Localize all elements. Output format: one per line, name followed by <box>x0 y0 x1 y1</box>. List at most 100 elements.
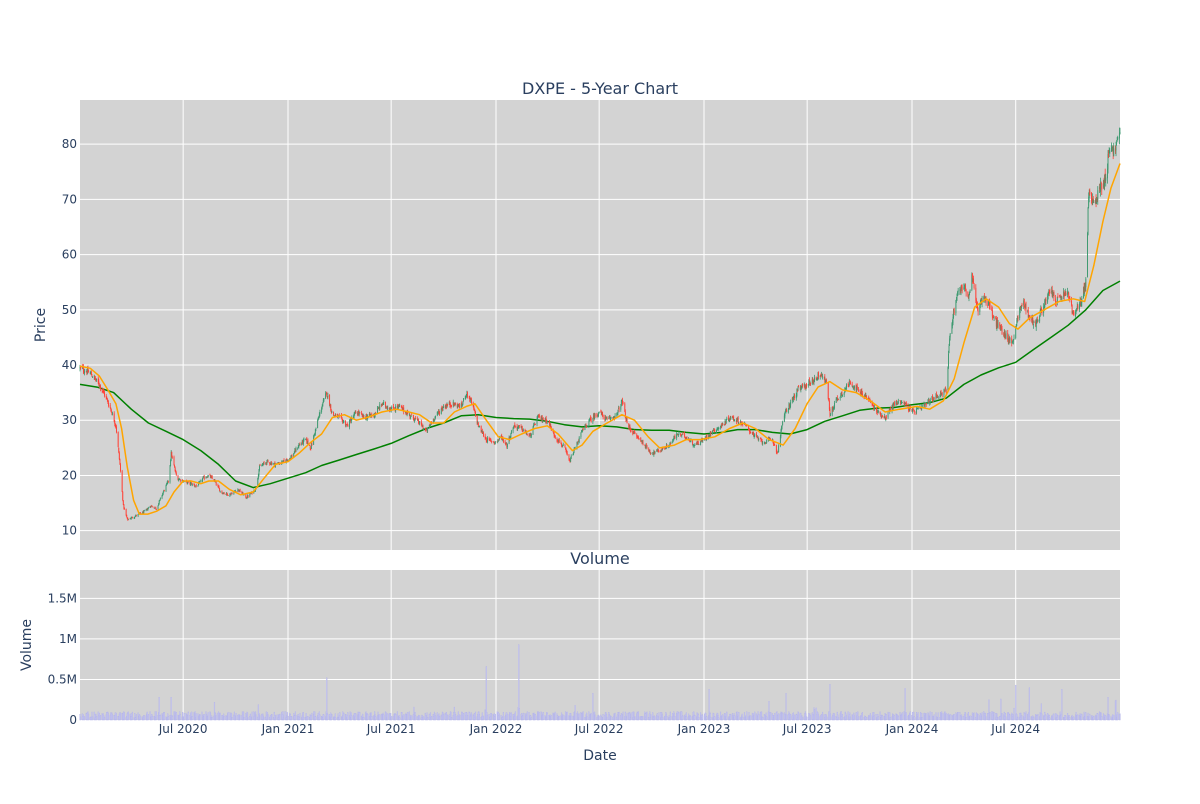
candle-body <box>421 423 423 428</box>
candle-body <box>97 378 99 383</box>
candle-body <box>877 411 879 413</box>
volume-bar <box>415 715 417 721</box>
candle-body <box>989 304 991 309</box>
volume-bar <box>462 713 465 721</box>
volume-bar <box>738 712 740 721</box>
candle-body <box>729 418 731 421</box>
candle-body <box>570 458 572 462</box>
candle-body <box>465 394 467 396</box>
volume-bar <box>730 714 732 721</box>
volume-bar <box>873 715 875 721</box>
candle-body <box>883 416 885 419</box>
candle-body <box>412 414 414 419</box>
candle-body <box>158 503 160 506</box>
volume-bar <box>246 712 249 721</box>
candle-body <box>459 405 460 408</box>
volume-bar <box>1083 711 1085 721</box>
candle-body <box>342 419 344 423</box>
candle-body <box>1024 303 1026 308</box>
candle-body <box>510 430 512 434</box>
candle-body <box>933 398 935 402</box>
candle-body <box>105 395 107 398</box>
volume-bar <box>977 714 979 721</box>
candle-body <box>227 495 229 496</box>
candle-body <box>763 442 765 443</box>
volume-bar <box>95 716 98 721</box>
volume-bar <box>194 711 196 721</box>
candle-body <box>119 459 121 465</box>
volume-bars-layer <box>79 644 1121 721</box>
candle-body <box>363 414 365 418</box>
candle-body <box>170 460 172 466</box>
candle-body <box>470 397 472 400</box>
candle-body <box>305 438 307 440</box>
candle-body <box>506 443 508 447</box>
candle-body <box>202 478 203 481</box>
candle-body <box>386 407 388 409</box>
volume-bar <box>967 712 969 721</box>
candle-body <box>145 509 147 511</box>
candle-body <box>814 377 815 381</box>
candle-body <box>576 442 578 449</box>
candle-body <box>581 430 583 432</box>
candle-body <box>868 398 870 400</box>
candle-body <box>225 494 227 495</box>
candle-body <box>1100 181 1102 183</box>
candle-body <box>357 412 359 415</box>
candle-body <box>509 437 511 439</box>
volume-bar <box>578 713 580 721</box>
candle-body <box>226 492 227 495</box>
candle-body <box>135 515 137 516</box>
volume-bar <box>423 716 425 721</box>
candle-body <box>566 452 568 455</box>
candle-body <box>210 476 212 479</box>
candle-body <box>317 420 319 429</box>
candle-body <box>354 412 356 413</box>
candle-body <box>941 393 943 395</box>
candle-body <box>842 394 843 396</box>
candle-body <box>612 417 614 419</box>
candle-body <box>676 433 678 439</box>
candle-body <box>129 518 131 520</box>
candle-body <box>302 440 304 444</box>
candle-body <box>953 308 955 314</box>
candle-body <box>973 284 975 288</box>
candle-body <box>481 430 483 432</box>
volume-bar <box>582 711 584 721</box>
candle-body <box>1071 300 1073 306</box>
volume-bar <box>147 714 149 721</box>
candle-body <box>580 432 582 437</box>
candle-body <box>492 441 494 443</box>
volume-bar <box>211 717 213 721</box>
candle-body <box>1040 307 1042 311</box>
candle-body <box>927 399 929 404</box>
candle-body <box>971 274 973 290</box>
candle-body <box>740 420 741 424</box>
candle-body <box>299 444 301 445</box>
candle-body <box>952 321 953 326</box>
candle-body <box>621 400 623 402</box>
candle-body <box>450 405 452 407</box>
candle-body <box>1112 147 1114 148</box>
volume-bar <box>443 713 445 721</box>
candle-body <box>461 403 463 406</box>
candle-body <box>179 479 181 482</box>
candle-body <box>1108 151 1110 153</box>
candle-body <box>489 438 491 440</box>
volume-bar <box>201 711 203 721</box>
candle-body <box>839 396 841 399</box>
candle-body <box>904 402 906 405</box>
candle-body <box>830 414 831 416</box>
candle-body <box>602 412 604 416</box>
candle-body <box>1023 298 1025 307</box>
candle-body <box>940 391 941 397</box>
ma200-line-layer <box>79 280 1121 489</box>
candle-body <box>512 428 514 432</box>
volume-bar <box>534 714 536 721</box>
candle-body <box>916 408 918 413</box>
candle-body <box>161 495 163 499</box>
candle-body <box>957 290 959 292</box>
candle-body <box>670 442 672 444</box>
candle-body <box>1032 318 1034 325</box>
candle-body <box>1023 300 1025 306</box>
